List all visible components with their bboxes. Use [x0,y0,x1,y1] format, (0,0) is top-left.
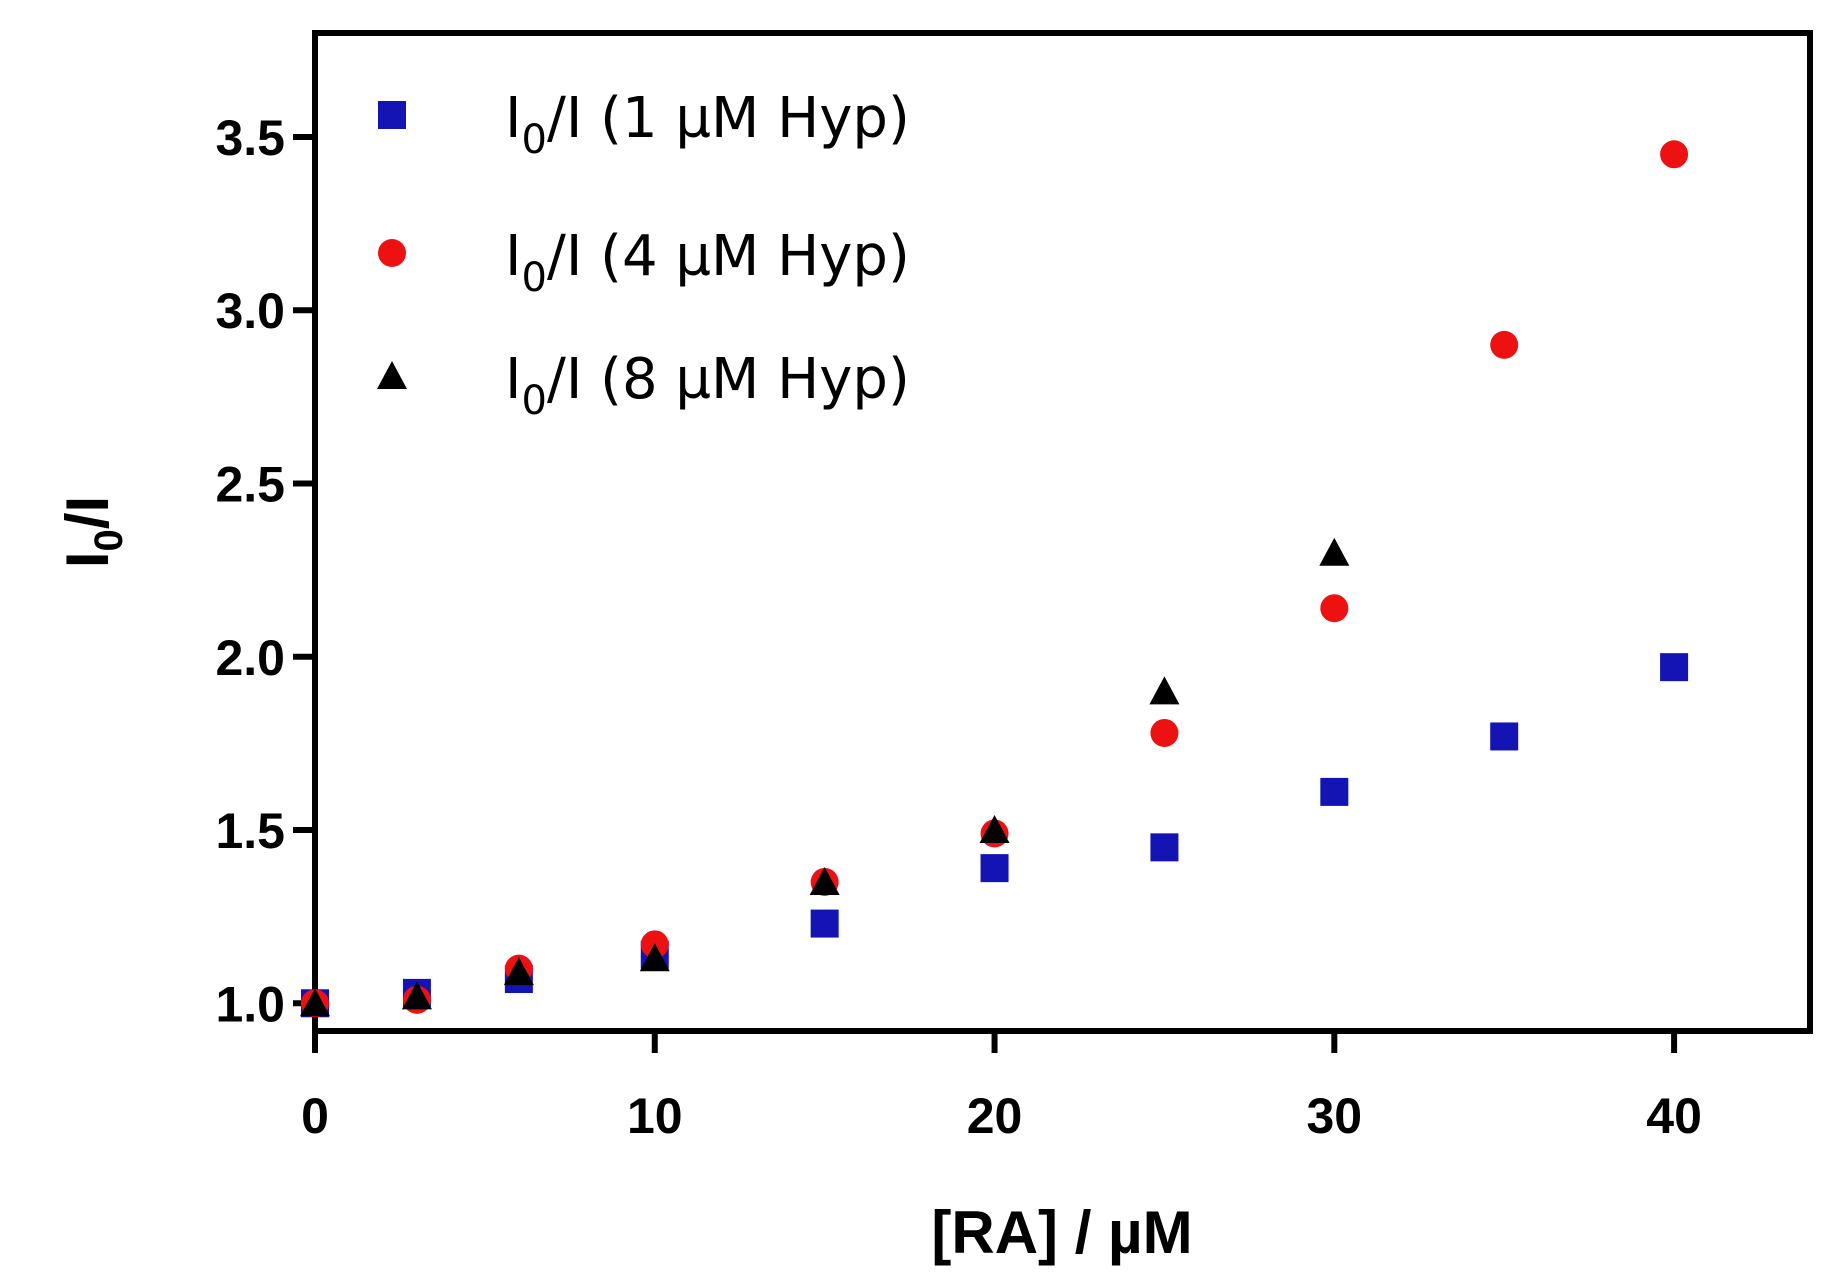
x-tick-label: 40 [1646,1088,1702,1144]
legend-marker-1 [378,101,406,129]
y-axis-title: I0/I [54,496,131,568]
series-3-point [979,815,1010,844]
legend-label-tail: /I (1 µM Hyp) [547,86,910,151]
legend-label-sub: 0 [522,117,547,163]
series-3-point [1149,676,1180,705]
x-axis-title: [RA] / µM [931,1199,1192,1266]
y-tick-label: 1.5 [215,803,285,859]
axis-ticks: 0 10 20 30 40 1.0 1.5 2.0 2.5 3.0 3.5 [215,110,1701,1144]
y-axis-title-main: I [54,551,121,568]
legend-label-1: I0/I (1 µM Hyp) [505,86,910,163]
legend-label-sub: 0 [522,255,547,301]
x-tick-label: 30 [1307,1088,1363,1144]
series-3-point [809,866,840,895]
series-1-point [1490,722,1519,751]
legend-label-main: I [505,86,522,151]
legend-label-main: I [505,224,522,289]
data-markers [300,140,1689,1018]
legend-marker-3 [377,361,407,389]
series-1-point [810,909,839,938]
y-tick-label: 3.5 [215,110,285,166]
legend: I0/I (1 µM Hyp)I0/I (4 µM Hyp)I0/I (8 µM… [377,86,910,424]
x-tick-label: 0 [301,1088,329,1144]
series-3-point [503,957,534,986]
legend-marker-2 [378,239,406,267]
series-2-point [1320,594,1349,623]
series-2-point [1490,330,1519,359]
series-3-point [639,943,670,972]
legend-label-tail: /I (4 µM Hyp) [547,224,910,289]
legend-label-tail: /I (8 µM Hyp) [547,347,910,412]
y-axis-title-tail: /I [54,496,121,529]
series-3-point [401,981,432,1010]
y-tick-label: 2.5 [215,456,285,512]
y-tick-label: 3.0 [215,283,285,339]
series-2-point [1150,718,1179,747]
series-1-point [1150,833,1179,862]
y-tick-label: 2.0 [215,630,285,686]
y-tick-label: 1.0 [215,976,285,1032]
series-3-point [300,988,330,1017]
series-1-point [980,854,1009,883]
plot-frame [312,30,1813,1034]
x-tick-label: 10 [627,1088,683,1144]
series-1-point [1660,653,1689,682]
legend-label-3: I0/I (8 µM Hyp) [505,347,910,424]
legend-label-main: I [505,347,522,412]
series-1-point [1320,777,1349,806]
series-3-point [1319,537,1350,566]
legend-label-2: I0/I (4 µM Hyp) [505,224,910,301]
x-tick-label: 20 [967,1088,1023,1144]
series-2-point [1660,140,1689,169]
legend-label-sub: 0 [522,378,547,424]
y-axis-title-sub: 0 [87,529,131,551]
